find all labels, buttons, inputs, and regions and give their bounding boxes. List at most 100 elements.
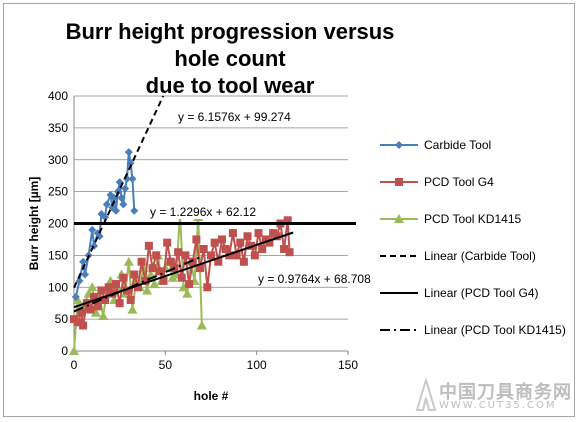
data-point bbox=[181, 251, 190, 260]
data-point bbox=[221, 245, 230, 253]
data-point bbox=[128, 174, 137, 183]
data-point bbox=[394, 214, 404, 223]
data-point bbox=[79, 321, 88, 330]
legend-entry bbox=[380, 214, 418, 223]
trendline-dashed bbox=[73, 95, 165, 289]
watermark: 中国刀具商务网 WWW.CUT35.COM bbox=[415, 376, 575, 416]
y-axis-label: Burr height [µm] bbox=[27, 177, 41, 271]
data-point bbox=[272, 232, 281, 241]
data-point bbox=[166, 257, 175, 266]
data-point bbox=[214, 257, 223, 266]
trendline-dash-dot bbox=[73, 255, 203, 313]
data-point bbox=[182, 288, 193, 298]
data-point bbox=[121, 184, 130, 193]
y-tick-label: 150 bbox=[48, 248, 68, 262]
data-point bbox=[174, 248, 183, 257]
chart-title: Burr height progression versus hole coun… bbox=[60, 18, 400, 99]
data-point bbox=[119, 200, 128, 209]
data-point bbox=[93, 302, 102, 311]
data-point bbox=[395, 178, 403, 186]
data-point bbox=[280, 245, 289, 253]
data-point bbox=[236, 238, 245, 247]
data-point bbox=[98, 310, 109, 320]
watermark-url: WWW.CUT35.COM bbox=[439, 400, 557, 411]
data-point bbox=[71, 292, 80, 301]
data-point bbox=[395, 141, 403, 149]
watermark-logo-icon bbox=[415, 378, 437, 411]
data-point bbox=[210, 238, 219, 247]
data-point bbox=[203, 283, 212, 292]
data-point bbox=[196, 264, 205, 273]
legend-label: PCD Tool G4 bbox=[424, 175, 494, 189]
data-point bbox=[152, 251, 161, 260]
data-point bbox=[177, 273, 186, 282]
trendline-equation: y = 0.9764x + 68.708 bbox=[258, 272, 371, 286]
data-point bbox=[159, 276, 168, 285]
data-point bbox=[250, 251, 259, 260]
data-point bbox=[101, 213, 110, 222]
data-point bbox=[239, 257, 248, 266]
data-point bbox=[124, 148, 133, 157]
data-point bbox=[258, 245, 267, 253]
legend-label: PCD Tool KD1415 bbox=[424, 212, 521, 226]
data-point bbox=[155, 267, 164, 276]
data-point bbox=[90, 292, 99, 301]
x-tick-label: 100 bbox=[247, 358, 267, 372]
equation-background bbox=[176, 109, 302, 124]
data-point bbox=[86, 305, 95, 314]
data-point bbox=[141, 276, 150, 285]
y-tick-label: 100 bbox=[48, 280, 68, 294]
data-point bbox=[101, 296, 110, 304]
data-point bbox=[185, 280, 194, 289]
data-point bbox=[192, 235, 201, 244]
y-tick-label: 300 bbox=[48, 153, 68, 167]
data-point bbox=[228, 229, 237, 238]
legend-entry bbox=[380, 178, 418, 186]
data-point bbox=[104, 283, 113, 292]
data-point bbox=[130, 270, 139, 279]
trendline-equation: y = 1.2296x + 62.12 bbox=[150, 205, 256, 219]
data-point bbox=[127, 304, 138, 314]
data-point bbox=[119, 273, 128, 282]
legend-label: Linear (Carbide Tool) bbox=[424, 249, 536, 263]
data-point bbox=[254, 229, 263, 238]
data-point bbox=[123, 256, 134, 266]
x-tick-label: 0 bbox=[71, 358, 78, 372]
data-point bbox=[188, 257, 197, 266]
y-tick-label: 0 bbox=[61, 344, 68, 358]
legend-label: Linear (PCD Tool KD1415) bbox=[424, 323, 566, 337]
y-tick-label: 250 bbox=[48, 185, 68, 199]
data-point bbox=[137, 257, 146, 266]
data-point bbox=[145, 269, 156, 279]
x-tick-label: 50 bbox=[159, 358, 173, 372]
data-point bbox=[243, 232, 252, 241]
data-point bbox=[112, 206, 121, 215]
data-point bbox=[142, 285, 153, 295]
data-point bbox=[97, 286, 106, 295]
equation-background bbox=[256, 271, 382, 286]
series-carbide-tool bbox=[71, 148, 139, 301]
chart-title-line-2: due to tool wear bbox=[145, 73, 315, 98]
data-point bbox=[126, 296, 135, 304]
y-tick-label: 400 bbox=[48, 89, 68, 103]
data-point bbox=[88, 225, 97, 234]
y-tick-label: 200 bbox=[48, 217, 68, 231]
data-point bbox=[126, 158, 135, 167]
data-point bbox=[148, 264, 157, 273]
data-point bbox=[225, 251, 234, 260]
data-point bbox=[232, 251, 241, 260]
data-point bbox=[75, 276, 84, 285]
watermark-text: 中国刀具商务网 bbox=[439, 382, 572, 403]
data-point bbox=[196, 320, 207, 330]
data-point bbox=[117, 194, 126, 202]
data-point bbox=[73, 318, 82, 327]
data-point bbox=[102, 200, 111, 209]
data-point bbox=[79, 257, 88, 266]
data-point bbox=[163, 238, 172, 247]
data-point bbox=[115, 299, 124, 308]
x-axis-label: hole # bbox=[194, 389, 229, 403]
data-point bbox=[149, 279, 160, 289]
x-tick-label: 150 bbox=[338, 358, 358, 372]
legend-label: Carbide Tool bbox=[424, 138, 491, 152]
